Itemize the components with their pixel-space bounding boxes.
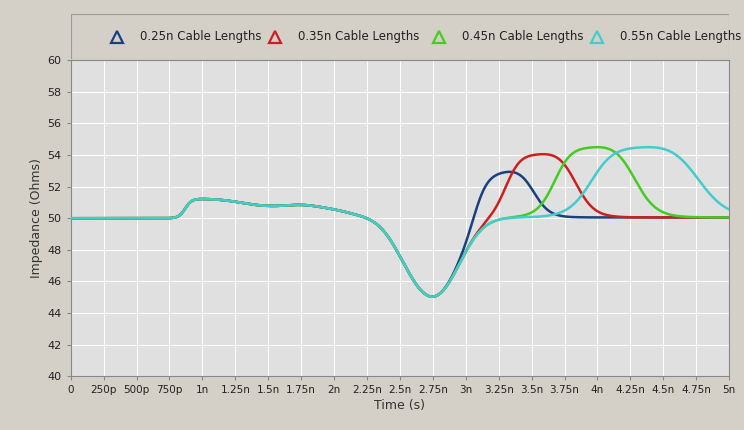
Text: 0.25n Cable Lengths: 0.25n Cable Lengths [140,30,261,43]
Text: 0.55n Cable Lengths: 0.55n Cable Lengths [620,30,742,43]
Y-axis label: Impedance (Ohms): Impedance (Ohms) [31,158,43,278]
FancyBboxPatch shape [71,14,729,59]
Text: 0.45n Cable Lengths: 0.45n Cable Lengths [463,30,584,43]
Text: 0.35n Cable Lengths: 0.35n Cable Lengths [298,30,419,43]
X-axis label: Time (s): Time (s) [374,399,426,412]
